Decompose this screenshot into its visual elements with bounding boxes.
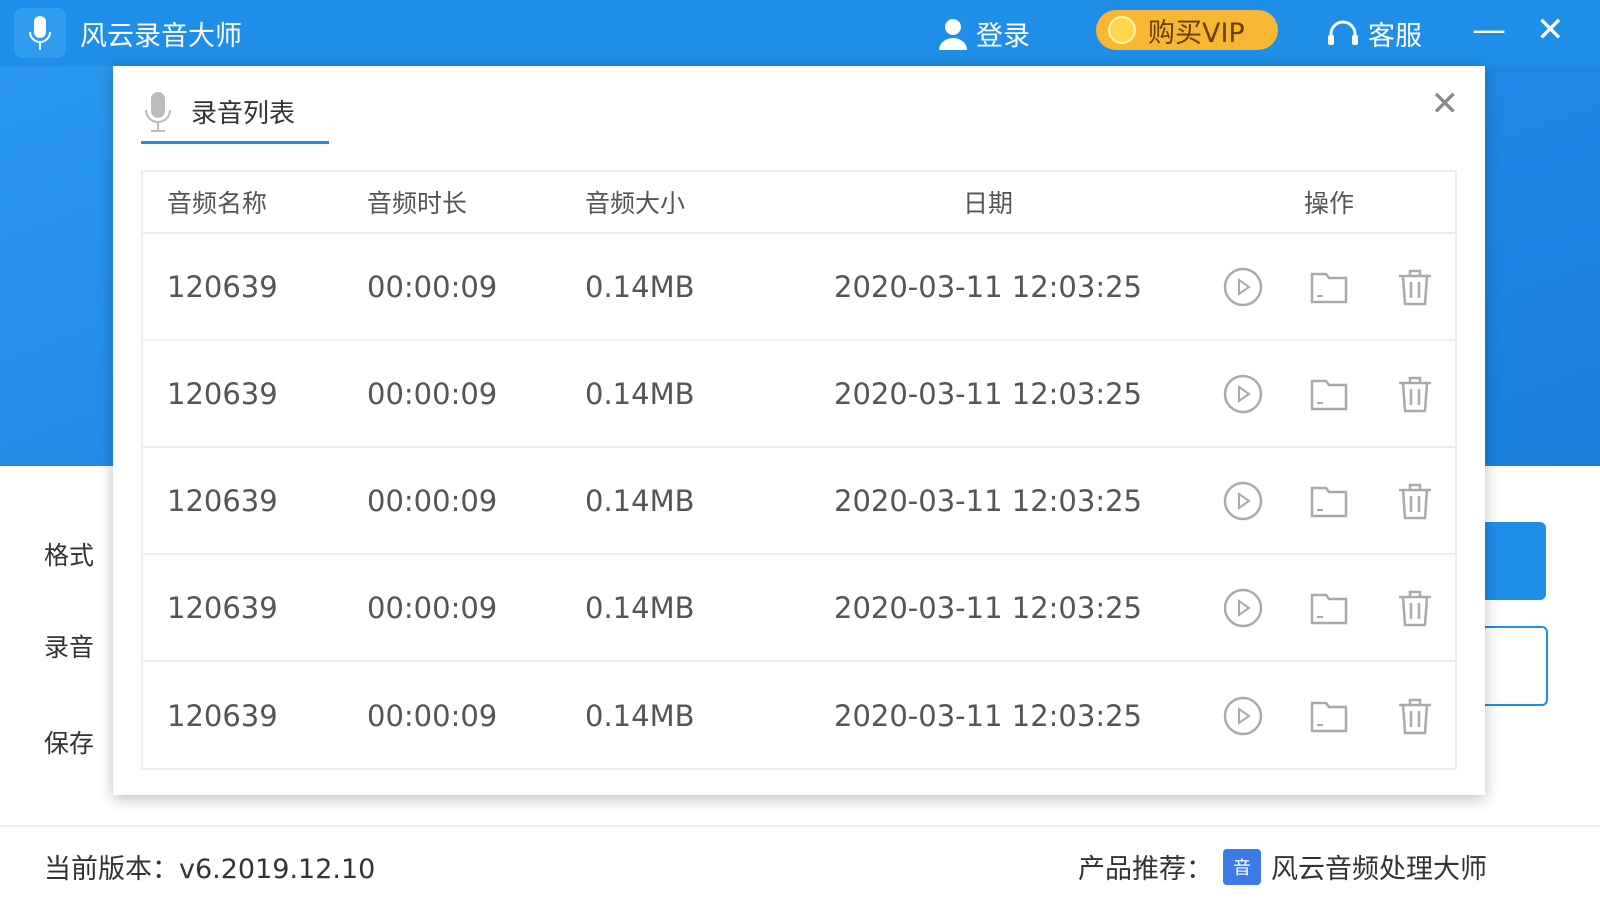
customer-service-button[interactable]: 客服 <box>1326 14 1422 53</box>
product-recommendation[interactable]: 产品推荐： 音 风云音频处理大师 <box>1078 847 1487 886</box>
vip-label: 购买VIP <box>1148 17 1245 49</box>
folder-icon[interactable] <box>1308 266 1350 308</box>
col-duration: 音频时长 <box>367 189 468 218</box>
row-actions <box>1203 266 1455 308</box>
folder-icon[interactable] <box>1308 480 1350 522</box>
trash-icon[interactable] <box>1394 480 1436 522</box>
minimize-button[interactable]: — <box>1472 10 1506 50</box>
row-actions <box>1203 373 1455 415</box>
col-name: 音频名称 <box>167 189 268 218</box>
audio-date: 2020-03-11 12:03:25 <box>834 483 1142 518</box>
table-header: 音频名称 音频时长 音频大小 日期 操作 <box>143 172 1455 234</box>
col-size: 音频大小 <box>585 189 686 218</box>
title-bar: 风云录音大师 登录 购买VIP 客服 — ✕ <box>0 0 1600 66</box>
play-icon[interactable] <box>1222 373 1264 415</box>
service-label: 客服 <box>1368 21 1422 52</box>
audio-name: 120639 <box>167 376 278 411</box>
recordings-table: 音频名称 音频时长 音频大小 日期 操作 120639 00:00:09 0.1… <box>141 170 1457 770</box>
audio-duration: 00:00:09 <box>367 483 498 518</box>
audio-size: 0.14MB <box>585 376 695 411</box>
audio-date: 2020-03-11 12:03:25 <box>834 590 1142 625</box>
app-logo-microphone-icon <box>14 8 66 58</box>
audio-name: 120639 <box>167 269 278 304</box>
audio-duration: 00:00:09 <box>367 590 498 625</box>
trash-icon[interactable] <box>1394 587 1436 629</box>
close-app-button[interactable]: ✕ <box>1536 10 1565 50</box>
tab-recording-list[interactable]: 录音列表 <box>141 82 329 144</box>
format-label: 格式 <box>44 541 95 570</box>
audio-duration: 00:00:09 <box>367 376 498 411</box>
folder-icon[interactable] <box>1308 695 1350 737</box>
product-icon: 音 <box>1223 848 1261 885</box>
row-actions <box>1203 587 1455 629</box>
audio-name: 120639 <box>167 698 278 733</box>
audio-name: 120639 <box>167 590 278 625</box>
microphone-icon <box>145 91 171 132</box>
play-icon[interactable] <box>1222 587 1264 629</box>
audio-date: 2020-03-11 12:03:25 <box>834 376 1142 411</box>
col-actions: 操作 <box>1303 189 1354 218</box>
dialog-title: 录音列表 <box>191 99 296 129</box>
folder-icon[interactable] <box>1308 373 1350 415</box>
recommend-label: 产品推荐： <box>1078 854 1213 885</box>
footer-divider <box>0 825 1600 827</box>
version-text: 当前版本：v6.2019.12.10 <box>44 854 376 885</box>
row-actions <box>1203 480 1455 522</box>
play-icon[interactable] <box>1222 480 1264 522</box>
row-actions <box>1203 695 1455 737</box>
audio-size: 0.14MB <box>585 269 695 304</box>
table-row: 120639 00:00:09 0.14MB 2020-03-11 12:03:… <box>143 341 1455 448</box>
app-title: 风云录音大师 <box>80 21 242 52</box>
audio-size: 0.14MB <box>585 483 695 518</box>
audio-date: 2020-03-11 12:03:25 <box>834 269 1142 304</box>
close-dialog-button[interactable]: ✕ <box>1430 84 1460 124</box>
audio-size: 0.14MB <box>585 698 695 733</box>
table-row: 120639 00:00:09 0.14MB 2020-03-11 12:03:… <box>143 555 1455 662</box>
play-icon[interactable] <box>1222 695 1264 737</box>
user-icon <box>939 18 967 50</box>
login-label: 登录 <box>976 21 1030 52</box>
record-label: 录音 <box>44 633 95 662</box>
table-row: 120639 00:00:09 0.14MB 2020-03-11 12:03:… <box>143 662 1455 769</box>
buy-vip-button[interactable]: 购买VIP <box>1096 10 1278 50</box>
trash-icon[interactable] <box>1394 373 1436 415</box>
audio-date: 2020-03-11 12:03:25 <box>834 698 1142 733</box>
table-row: 120639 00:00:09 0.14MB 2020-03-11 12:03:… <box>143 234 1455 341</box>
play-icon[interactable] <box>1222 266 1264 308</box>
recording-list-dialog: 录音列表 ✕ 音频名称 音频时长 音频大小 日期 操作 120639 00:00… <box>113 66 1485 795</box>
vip-gem-icon <box>1108 16 1136 44</box>
table-row: 120639 00:00:09 0.14MB 2020-03-11 12:03:… <box>143 448 1455 555</box>
folder-icon[interactable] <box>1308 587 1350 629</box>
audio-duration: 00:00:09 <box>367 269 498 304</box>
trash-icon[interactable] <box>1394 266 1436 308</box>
col-date: 日期 <box>962 189 1013 218</box>
audio-duration: 00:00:09 <box>367 698 498 733</box>
headset-icon <box>1328 20 1358 45</box>
audio-name: 120639 <box>167 483 278 518</box>
trash-icon[interactable] <box>1394 695 1436 737</box>
audio-size: 0.14MB <box>585 590 695 625</box>
login-button[interactable]: 登录 <box>938 14 1030 53</box>
save-label: 保存 <box>44 729 95 758</box>
product-link[interactable]: 风云音频处理大师 <box>1271 854 1487 885</box>
